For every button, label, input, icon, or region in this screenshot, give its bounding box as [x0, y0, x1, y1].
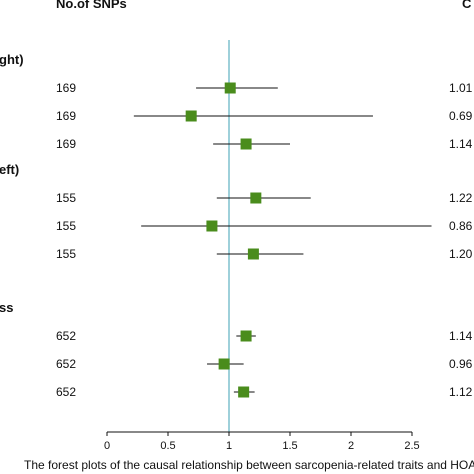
or-value: 1.14: [449, 329, 473, 343]
x-tick-label: 1: [226, 440, 232, 452]
x-tick-label: 1.5: [282, 440, 297, 452]
point-estimate-marker: [240, 138, 252, 150]
or-value: 0.96: [449, 357, 473, 371]
x-tick-label: 2.5: [404, 440, 419, 452]
or-value: 0.69: [449, 109, 473, 123]
nsnp-value: 652: [56, 385, 77, 399]
or-column-header: C: [462, 0, 472, 11]
point-estimate-marker: [185, 110, 197, 122]
group-label-3: ss: [0, 300, 14, 315]
or-value: 1.01: [449, 81, 473, 95]
or-value: 1.20: [449, 247, 473, 261]
point-estimate-marker: [218, 358, 230, 370]
point-estimate-marker: [240, 330, 252, 342]
point-estimate-marker: [247, 248, 259, 260]
or-value: 1.14: [449, 137, 473, 151]
nsnp-value: 155: [56, 247, 77, 261]
nsnp-value: 155: [56, 191, 77, 205]
figure-caption: The forest plots of the causal relations…: [24, 458, 474, 472]
or-value: 1.22: [449, 191, 473, 205]
nsnp-column-header: No.of SNPs: [56, 0, 127, 11]
group-label-2: eft): [0, 162, 20, 177]
nsnp-value: 169: [56, 109, 77, 123]
nsnp-value: 652: [56, 329, 77, 343]
nsnp-value: 169: [56, 137, 77, 151]
x-tick-label: 0: [104, 440, 110, 452]
x-tick-label: 0.5: [160, 440, 175, 452]
group-label-1: ght): [0, 52, 24, 67]
point-estimate-marker: [206, 220, 218, 232]
or-value: 1.12: [449, 385, 473, 399]
nsnp-value: 155: [56, 219, 77, 233]
nsnp-value: 652: [56, 357, 77, 371]
x-tick-label: 2: [348, 440, 354, 452]
nsnp-value: 169: [56, 81, 77, 95]
point-estimate-marker: [238, 386, 250, 398]
or-value: 0.86: [449, 219, 473, 233]
point-estimate-marker: [224, 82, 236, 94]
point-estimate-marker: [250, 192, 262, 204]
